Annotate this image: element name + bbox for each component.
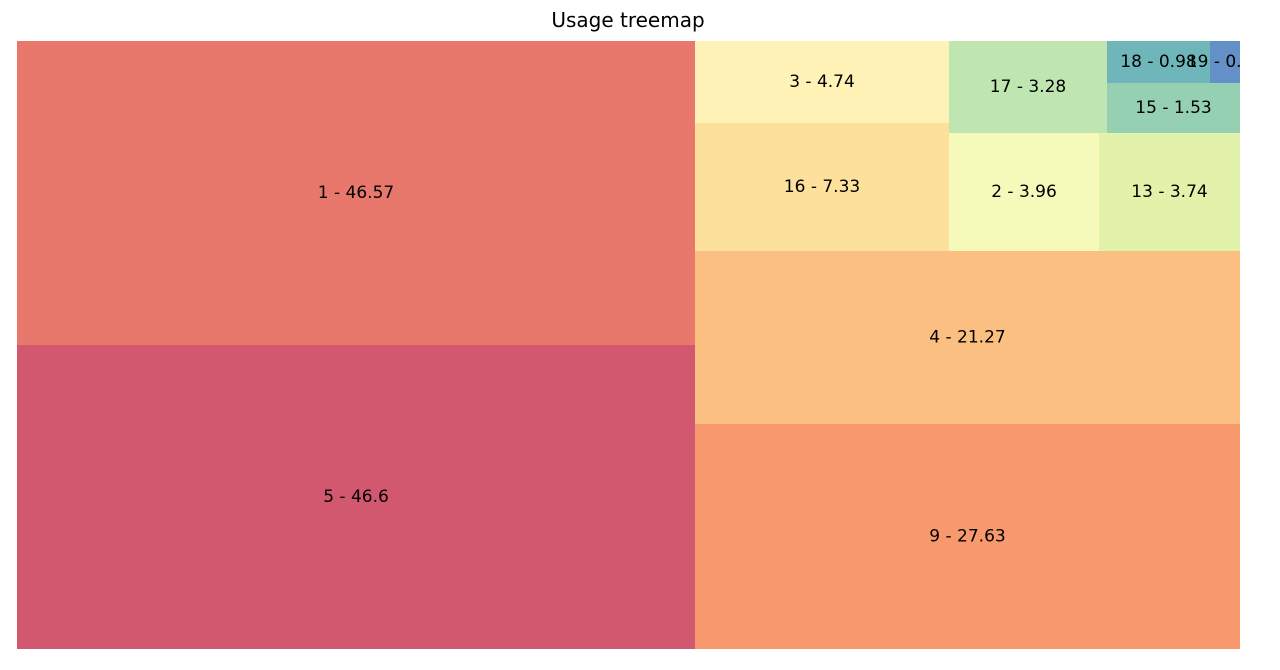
treemap-label-13: 13 - 3.74 [1131,182,1207,202]
treemap-label-15: 15 - 1.53 [1135,98,1211,118]
treemap-label-18: 18 - 0.98 [1120,52,1196,72]
treemap-label-17: 17 - 3.28 [990,77,1066,97]
treemap-label-3: 3 - 4.74 [789,72,855,92]
treemap-label-2: 2 - 3.96 [991,182,1057,202]
treemap-cell-2 [949,133,1099,251]
treemap-chart: 1 - 46.57 5 - 46.6 3 - 4.74 17 - 3.28 18 - 0… [17,41,1240,649]
treemap-label-4: 4 - 21.27 [929,328,1005,348]
treemap-label-16: 16 - 7.33 [784,177,860,197]
treemap-cell-9 [695,424,1240,649]
treemap-cell-16 [695,123,949,251]
treemap-cell-13 [1099,133,1240,251]
treemap-cell-18 [1107,41,1210,83]
treemap-cell-5 [17,345,695,649]
treemap-cell-4 [695,251,1240,424]
treemap-cell-1 [17,41,695,345]
treemap-cell-17 [949,41,1107,133]
chart-title: Usage treemap [551,8,705,32]
treemap-label-1: 1 - 46.57 [318,183,394,203]
treemap-label-5: 5 - 46.6 [323,487,389,507]
treemap-cell-15 [1107,83,1240,133]
treemap-cell-3 [695,41,949,123]
treemap-cell-19 [1210,41,1240,83]
treemap-label-19: 19 - 0.28 [1187,52,1240,72]
treemap-label-9: 9 - 27.63 [929,527,1005,547]
